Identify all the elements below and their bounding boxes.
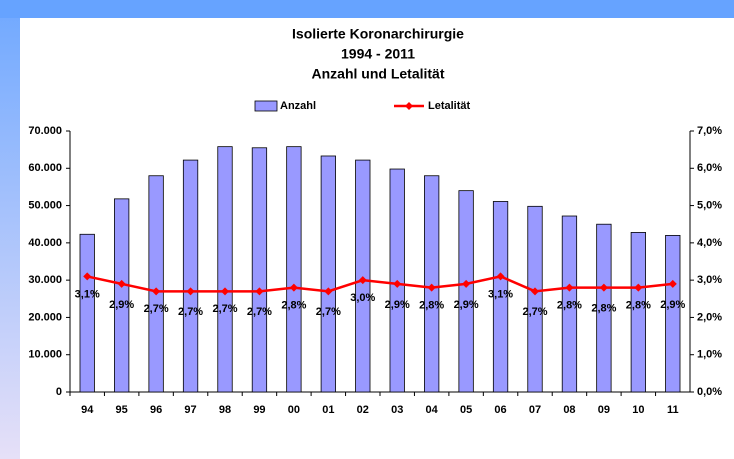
y2-tick-label: 6,0% bbox=[697, 162, 722, 174]
y-tick-label: 10.000 bbox=[28, 349, 62, 361]
line bbox=[86, 275, 673, 293]
marker bbox=[358, 276, 367, 285]
bar bbox=[286, 146, 302, 393]
marker bbox=[565, 283, 574, 292]
panel bbox=[20, 18, 734, 459]
legend-swatch bbox=[254, 100, 278, 112]
data-label: 2,9% bbox=[660, 299, 685, 311]
top-bar bbox=[0, 0, 734, 18]
y-tick-label: 30.000 bbox=[28, 274, 62, 286]
data-label: 2,7% bbox=[178, 306, 203, 318]
bar bbox=[355, 159, 371, 393]
chart-title: 1994 - 2011 bbox=[341, 46, 415, 62]
legend-label: Letalität bbox=[428, 100, 471, 112]
marker bbox=[599, 283, 608, 292]
x-tick-label: 07 bbox=[529, 404, 541, 416]
data-label: 2,8% bbox=[281, 300, 306, 312]
x-tick-label: 96 bbox=[150, 404, 162, 416]
bar bbox=[182, 159, 199, 393]
data-label: 2,8% bbox=[591, 303, 616, 315]
marker bbox=[531, 287, 539, 296]
marker bbox=[152, 287, 161, 296]
data-label: 2,8% bbox=[557, 300, 582, 312]
data-label: 2,7% bbox=[247, 306, 272, 318]
bar bbox=[492, 201, 509, 393]
y2-tick-label: 1,0% bbox=[697, 349, 722, 361]
x-tick-label: 03 bbox=[391, 404, 403, 416]
y2-tick-label: 0,0% bbox=[697, 386, 722, 398]
y-tick-label: 20.000 bbox=[28, 311, 62, 323]
bar bbox=[148, 175, 164, 393]
bar bbox=[665, 234, 681, 393]
marker bbox=[427, 283, 436, 292]
y2-tick-label: 4,0% bbox=[697, 237, 722, 249]
marker bbox=[462, 279, 471, 288]
x-tick-label: 95 bbox=[116, 404, 128, 416]
x-tick-label: 00 bbox=[288, 404, 300, 416]
bar bbox=[561, 215, 578, 393]
bar bbox=[114, 198, 130, 393]
marker bbox=[289, 283, 298, 292]
y-tick-label: 0 bbox=[56, 386, 62, 398]
data-label: 2,8% bbox=[626, 300, 651, 312]
y2-tick-label: 2,0% bbox=[697, 311, 722, 323]
legend-marker bbox=[405, 102, 413, 110]
x-tick-label: 10 bbox=[632, 404, 644, 416]
data-label: 2,9% bbox=[454, 299, 479, 311]
marker bbox=[117, 279, 126, 288]
x-tick-label: 09 bbox=[598, 404, 610, 416]
data-label: 2,8% bbox=[419, 300, 444, 312]
y2-tick-label: 7,0% bbox=[697, 125, 722, 137]
marker bbox=[221, 287, 229, 296]
legend-label: Anzahl bbox=[280, 100, 316, 112]
bar bbox=[630, 232, 646, 393]
y2-tick-label: 3,0% bbox=[697, 274, 722, 286]
marker bbox=[255, 287, 264, 296]
marker bbox=[83, 272, 92, 281]
chart-title: Isolierte Koronarchirurgie bbox=[292, 26, 464, 42]
x-tick-label: 94 bbox=[81, 404, 94, 416]
data-label: 3,1% bbox=[75, 288, 100, 300]
data-label: 2,9% bbox=[385, 299, 410, 311]
marker bbox=[668, 279, 677, 288]
marker bbox=[393, 279, 402, 288]
y-tick-label: 50.000 bbox=[28, 199, 62, 211]
x-tick-label: 05 bbox=[460, 404, 472, 416]
data-label: 2,7% bbox=[212, 303, 237, 315]
x-tick-label: 11 bbox=[667, 404, 679, 416]
y-tick-label: 70.000 bbox=[28, 125, 62, 137]
data-label: 2,9% bbox=[109, 299, 134, 311]
y-tick-label: 60.000 bbox=[28, 162, 62, 174]
x-tick-label: 04 bbox=[426, 404, 439, 416]
marker bbox=[186, 287, 195, 296]
y2-tick-label: 5,0% bbox=[697, 199, 722, 211]
marker bbox=[324, 287, 333, 296]
bar bbox=[217, 146, 233, 393]
marker bbox=[496, 272, 505, 281]
data-label: 2,7% bbox=[144, 303, 169, 315]
bar bbox=[596, 223, 612, 393]
x-tick-label: 01 bbox=[322, 404, 334, 416]
x-tick-label: 97 bbox=[184, 404, 196, 416]
chart-title: Anzahl und Letalität bbox=[312, 66, 445, 82]
marker bbox=[634, 283, 643, 292]
data-label: 3,0% bbox=[350, 292, 375, 304]
bar bbox=[79, 233, 95, 393]
bar bbox=[320, 155, 336, 393]
x-tick-label: 08 bbox=[563, 404, 575, 416]
bar bbox=[251, 147, 268, 393]
x-tick-label: 06 bbox=[494, 404, 506, 416]
x-tick-label: 98 bbox=[219, 404, 231, 416]
data-label: 3,1% bbox=[488, 288, 513, 300]
data-label: 2,7% bbox=[316, 306, 341, 318]
y-tick-label: 40.000 bbox=[28, 237, 62, 249]
x-tick-label: 99 bbox=[253, 404, 265, 416]
bar bbox=[458, 190, 474, 393]
data-label: 2,7% bbox=[522, 306, 547, 318]
bar bbox=[527, 205, 543, 393]
x-tick-label: 02 bbox=[357, 404, 369, 416]
